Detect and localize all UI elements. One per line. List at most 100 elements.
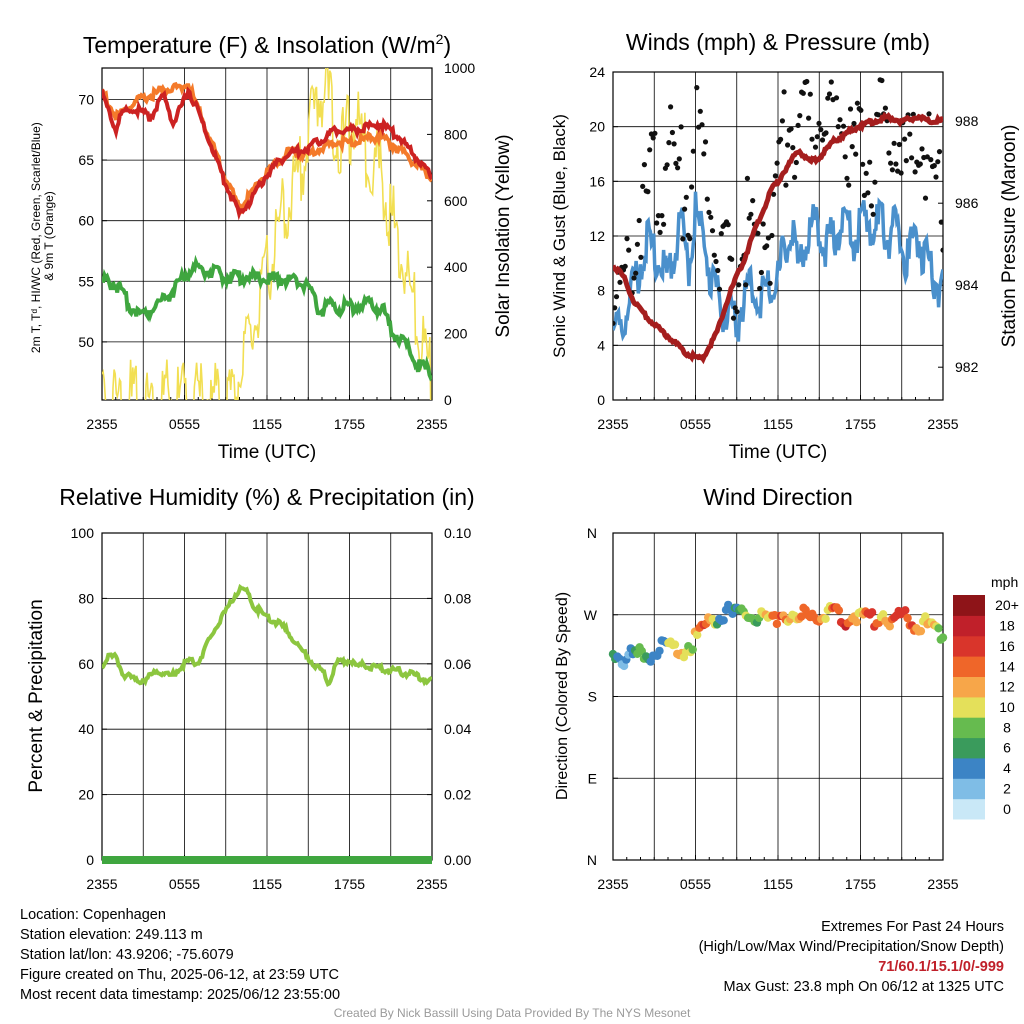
gust-point — [622, 263, 628, 269]
gust-point — [699, 122, 705, 128]
humidity-y-label: Percent & Precipitation — [26, 599, 47, 792]
gust-point — [793, 159, 799, 166]
gust-point — [818, 127, 824, 133]
gust-point — [924, 154, 930, 160]
x-tick-label: 1155 — [252, 416, 282, 432]
direction-tick-label: N — [587, 852, 597, 868]
gust-point — [870, 211, 876, 217]
direction-tick-label: N — [587, 525, 597, 541]
y-tick-label: 12 — [589, 228, 605, 244]
direction-point — [619, 661, 629, 671]
gust-point — [746, 215, 752, 221]
extremes-values: 71/60.1/15.1/0/-999 — [878, 959, 1004, 975]
gust-point — [654, 220, 660, 226]
y-right-tick-label: 400 — [444, 259, 468, 275]
gust-point — [807, 91, 813, 97]
x-tick-label: 1755 — [845, 416, 876, 432]
colorbar-swatch — [953, 635, 985, 657]
dewpoint-line — [102, 254, 432, 382]
direction-tick-label: W — [584, 607, 598, 623]
latlon-text: Station lat/lon: 43.9206; -75.6079 — [20, 947, 234, 963]
y-right-tick-label: 982 — [955, 359, 979, 375]
pressure-y-label: Station Pressure (Maroon) — [999, 125, 1020, 348]
gust-point — [713, 258, 719, 265]
gust-point — [814, 134, 820, 140]
gust-point — [783, 182, 789, 188]
winds-title: Winds (mph) & Pressure (mb) — [626, 29, 930, 55]
gust-point — [832, 62, 837, 67]
gust-point — [682, 206, 688, 212]
direction-point — [719, 616, 728, 625]
gust-point — [858, 107, 864, 113]
gust-point — [840, 123, 847, 129]
colorbar-swatch — [953, 676, 985, 698]
colorbar-label: 18 — [999, 618, 1015, 634]
gust-point — [837, 117, 843, 123]
direction-tick-label: E — [588, 770, 597, 786]
extremes-info: Extremes For Past 24 Hours (High/Low/Max… — [699, 917, 1004, 997]
plot-frame — [101, 67, 433, 401]
gust-point — [673, 160, 679, 166]
gust-point — [854, 100, 861, 106]
gust-point — [634, 241, 641, 247]
gust-point — [772, 173, 779, 179]
y-tick-label: 60 — [78, 656, 94, 672]
colorbar-label: 12 — [999, 679, 1015, 695]
gust-point — [748, 211, 754, 217]
x-tick-label: 2355 — [927, 416, 958, 432]
direction-point — [821, 614, 830, 623]
gust-point — [711, 252, 717, 258]
gust-point — [931, 163, 937, 169]
colorbar-label: 10 — [999, 699, 1015, 715]
y-tick-label: 20 — [78, 787, 94, 803]
gust-point — [718, 231, 724, 237]
gust-point — [729, 256, 735, 262]
gust-point — [800, 90, 806, 96]
y-right-tick-label: 0.06 — [444, 656, 471, 672]
y-right-tick-label: 0.02 — [444, 787, 471, 803]
winds-panel: Winds (mph) & Pressure (mb) Time (UTC) S… — [550, 29, 1020, 463]
winds-x-label: Time (UTC) — [729, 442, 828, 463]
gust-point — [675, 165, 681, 171]
gust-point — [704, 196, 710, 202]
gust-point — [694, 85, 700, 91]
gust-point — [912, 169, 918, 175]
y-tick-label: 24 — [589, 64, 605, 80]
x-tick-label: 1155 — [763, 876, 793, 892]
gust-point — [744, 175, 751, 181]
direction-point — [934, 624, 943, 633]
gust-point — [661, 221, 667, 227]
y-tick-label: 60 — [78, 213, 94, 229]
gust-point — [933, 174, 939, 180]
gust-point — [701, 151, 707, 157]
colorbar-swatch — [953, 757, 985, 779]
y-tick-label: 70 — [78, 92, 94, 108]
gust-point — [795, 122, 801, 128]
direction-point — [834, 606, 844, 615]
gust-point — [863, 170, 869, 176]
created-text: Figure created on Thu, 2025-06-12, at 23… — [20, 967, 339, 983]
gust-point — [865, 190, 871, 196]
x-tick-label: 1155 — [252, 876, 282, 892]
gust-point — [671, 141, 677, 147]
x-tick-label: 2355 — [86, 416, 117, 432]
x-tick-label: 0555 — [680, 876, 711, 892]
x-tick-label: 2355 — [416, 416, 447, 432]
gust-point — [760, 221, 766, 227]
gust-point — [626, 247, 632, 253]
gust-point — [668, 104, 674, 110]
gust-point — [708, 214, 714, 220]
gust-point — [828, 79, 834, 85]
x-tick-label: 0555 — [169, 416, 200, 432]
colorbar-swatch — [953, 615, 985, 637]
colorbar-swatch — [953, 798, 985, 820]
direction-tick-label: S — [588, 689, 597, 705]
gust-point — [835, 124, 841, 130]
y-tick-label: 80 — [78, 590, 94, 606]
credit-text: Created By Nick Bassill Using Data Provi… — [333, 1006, 691, 1020]
x-tick-label: 1155 — [763, 416, 793, 432]
y-right-tick-label: 200 — [444, 326, 468, 342]
y-right-tick-label: 0 — [444, 392, 452, 408]
gust-point — [898, 170, 904, 176]
gust-point — [734, 309, 740, 315]
